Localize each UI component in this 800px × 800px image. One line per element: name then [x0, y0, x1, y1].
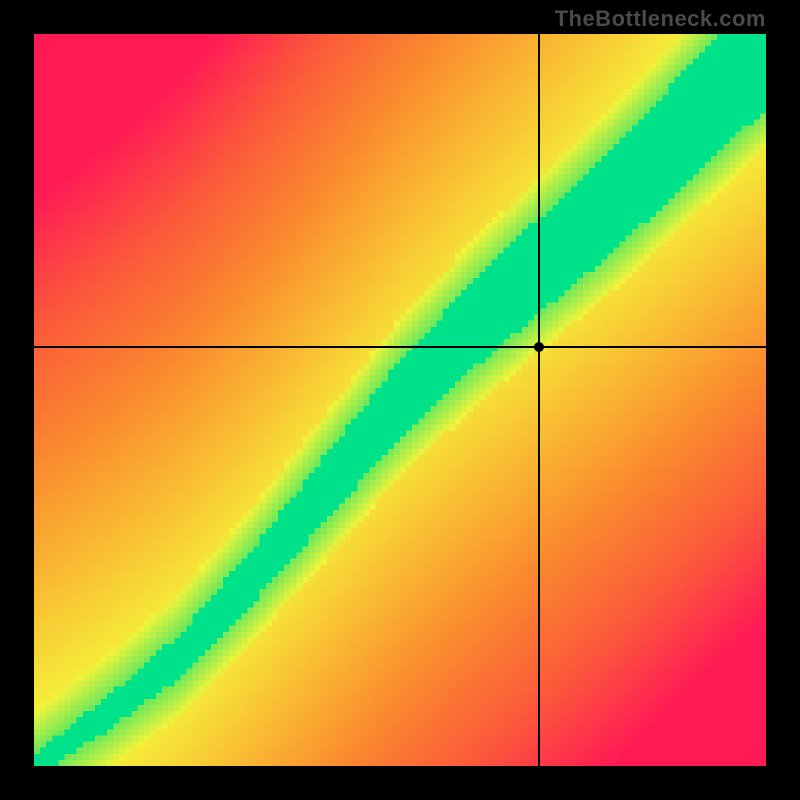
watermark-text: TheBottleneck.com	[555, 6, 766, 32]
bottleneck-heatmap	[34, 34, 766, 766]
crosshair-horizontal	[34, 346, 766, 348]
crosshair-marker	[534, 342, 544, 352]
crosshair-vertical	[538, 34, 540, 766]
chart-container: TheBottleneck.com	[0, 0, 800, 800]
